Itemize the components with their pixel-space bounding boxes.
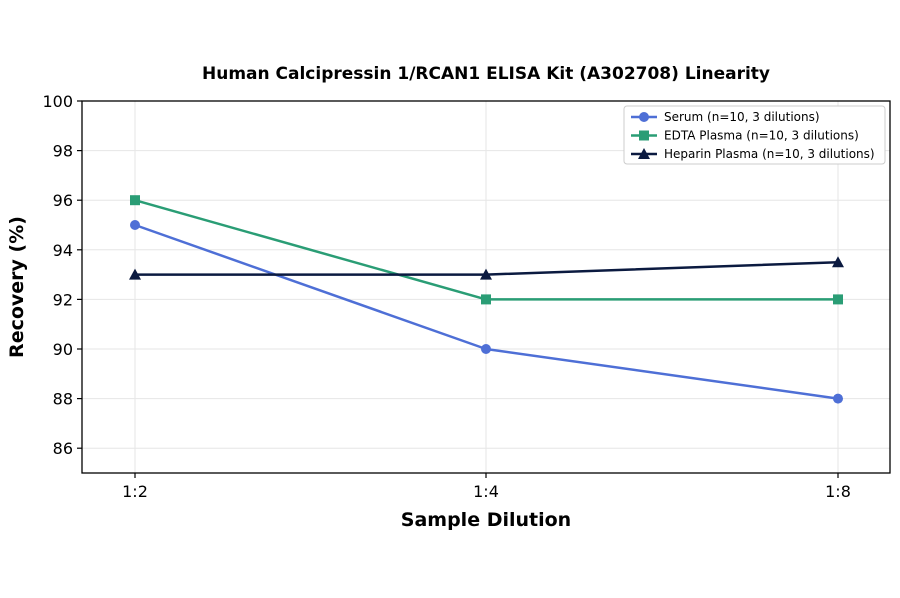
legend: Serum (n=10, 3 dilutions) EDTA Plasma (n=… [623, 105, 886, 165]
x-axis-label: Sample Dilution [401, 509, 571, 531]
data-point [480, 268, 492, 280]
data-point [129, 268, 141, 280]
chart-title: Human Calcipressin 1/RCAN1 ELISA Kit (A3… [202, 64, 770, 84]
data-point [833, 393, 843, 404]
legend-marker [639, 112, 649, 122]
x-axis: 1:2 1:4 1:8 [122, 473, 851, 501]
data-point [130, 220, 140, 230]
series-layer [129, 195, 844, 404]
y-tick-label: 94 [53, 241, 73, 260]
x-tick-label: 1:4 [473, 482, 499, 501]
legend-item: Heparin Plasma (n=10, 3 dilutions) [631, 147, 875, 161]
data-point [833, 294, 843, 305]
legend-box [623, 105, 886, 165]
data-point [481, 344, 491, 354]
x-tick-label: 1:8 [825, 482, 851, 501]
y-axis: 86 88 90 92 94 96 98 100 [42, 92, 82, 458]
y-axis-label: Recovery (%) [6, 216, 28, 358]
series-2 [130, 195, 843, 305]
legend-label: Serum (n=10, 3 dilutions) [664, 110, 820, 124]
legend-item: EDTA Plasma (n=10, 3 dilutions) [631, 129, 859, 143]
legend-marker [638, 148, 650, 159]
y-tick-label: 90 [53, 340, 73, 359]
x-tick-label: 1:2 [122, 482, 148, 501]
legend-item: Serum (n=10, 3 dilutions) [631, 110, 820, 124]
data-point [130, 195, 140, 206]
series-1 [130, 220, 843, 404]
y-tick-label: 86 [53, 439, 73, 458]
y-tick-label: 92 [53, 290, 73, 309]
data-point [832, 256, 844, 268]
legend-label: Heparin Plasma (n=10, 3 dilutions) [664, 147, 875, 161]
y-tick-label: 88 [53, 390, 73, 409]
y-tick-label: 100 [42, 92, 73, 111]
y-tick-label: 98 [53, 142, 73, 161]
data-point [481, 294, 491, 305]
legend-label: EDTA Plasma (n=10, 3 dilutions) [664, 129, 859, 143]
y-tick-label: 96 [53, 191, 73, 210]
series-3 [129, 256, 844, 280]
legend-marker [639, 130, 649, 141]
